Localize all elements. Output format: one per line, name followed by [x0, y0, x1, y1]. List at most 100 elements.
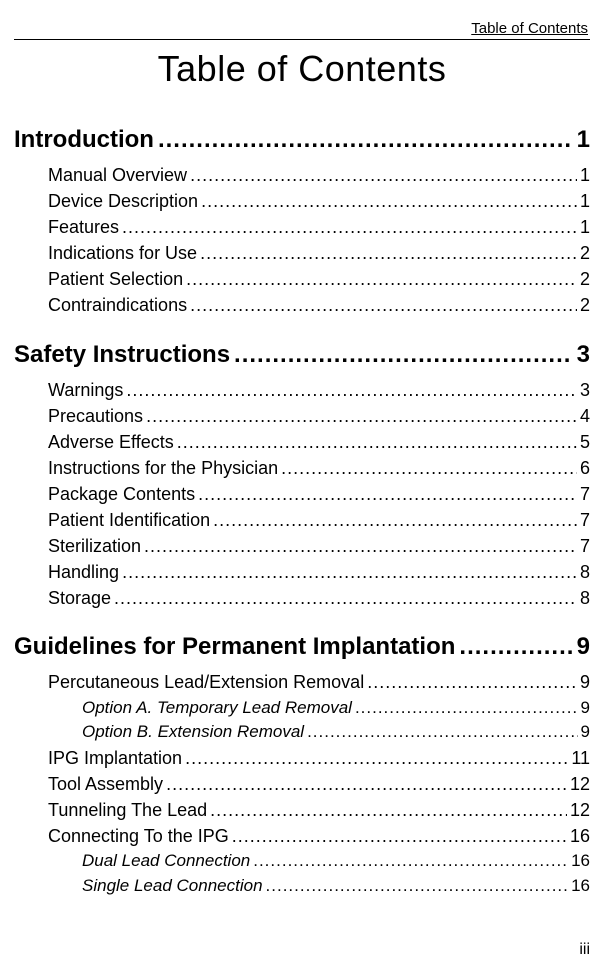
leader-dots [355, 696, 578, 721]
entry-label: Contraindications [48, 292, 187, 318]
entry-label: Option B. Extension Removal [82, 720, 304, 745]
page-number: iii [579, 941, 590, 959]
leader-dots [266, 874, 569, 899]
leader-dots [367, 669, 577, 695]
entry-label: Patient Selection [48, 266, 183, 292]
entry-page: 7 [580, 481, 590, 507]
leader-dots [190, 162, 577, 188]
entry-page: 2 [580, 292, 590, 318]
entry-label: Adverse Effects [48, 429, 174, 455]
leader-dots [253, 849, 568, 874]
leader-dots [232, 823, 567, 849]
entry-page: 3 [580, 377, 590, 403]
entry-page: 9 [580, 669, 590, 695]
entry-page: 16 [571, 874, 590, 899]
entry-page: 12 [570, 771, 590, 797]
entry-label: Device Description [48, 188, 198, 214]
section-label: Safety Instructions [14, 341, 230, 369]
toc-entry: Handling 8 [48, 559, 590, 585]
leader-dots [210, 797, 567, 823]
section-label: Introduction [14, 126, 154, 154]
leader-dots [198, 481, 577, 507]
entry-label: Percutaneous Lead/Extension Removal [48, 669, 364, 695]
entry-page: 7 [580, 533, 590, 559]
leader-dots [144, 533, 577, 559]
toc-entry: Instructions for the Physician 6 [48, 455, 590, 481]
entry-page: 2 [580, 266, 590, 292]
entry-label: Option A. Temporary Lead Removal [82, 696, 352, 721]
toc-entry: Indications for Use 2 [48, 240, 590, 266]
toc-entry: Precautions 4 [48, 403, 590, 429]
entry-label: Storage [48, 585, 111, 611]
toc-body: Introduction 1Manual Overview 1Device De… [14, 126, 590, 898]
entry-label: Indications for Use [48, 240, 197, 266]
entry-label: Handling [48, 559, 119, 585]
entry-page: 6 [580, 455, 590, 481]
leader-dots [122, 559, 577, 585]
toc-entry: Patient Identification 7 [48, 507, 590, 533]
entry-page: 4 [580, 403, 590, 429]
entry-label: Manual Overview [48, 162, 187, 188]
entry-label: Dual Lead Connection [82, 849, 250, 874]
running-header: Table of Contents [14, 20, 590, 37]
toc-subentry: Option A. Temporary Lead Removal 9 [82, 696, 590, 721]
section-page: 3 [577, 341, 590, 369]
entry-page: 8 [580, 559, 590, 585]
page-title: Table of Contents [14, 48, 590, 90]
toc-entry: Patient Selection 2 [48, 266, 590, 292]
toc-subentry: Option B. Extension Removal 9 [82, 720, 590, 745]
leader-dots [122, 214, 577, 240]
entry-page: 2 [580, 240, 590, 266]
leader-dots [126, 377, 577, 403]
toc-entry: Features 1 [48, 214, 590, 240]
toc-entry: Storage 8 [48, 585, 590, 611]
entry-page: 9 [581, 696, 590, 721]
entry-page: 1 [580, 188, 590, 214]
leader-dots [200, 240, 577, 266]
toc-entry: Device Description 1 [48, 188, 590, 214]
entry-page: 11 [571, 745, 590, 771]
entry-page: 1 [580, 214, 590, 240]
toc-entry: Connecting To the IPG 16 [48, 823, 590, 849]
entry-label: IPG Implantation [48, 745, 182, 771]
entry-page: 12 [570, 797, 590, 823]
leader-dots [213, 507, 577, 533]
entry-page: 7 [580, 507, 590, 533]
entry-label: Sterilization [48, 533, 141, 559]
entry-label: Precautions [48, 403, 143, 429]
leader-dots [185, 745, 568, 771]
section-heading: Introduction 1 [14, 126, 590, 154]
section-heading: Guidelines for Permanent Implantation 9 [14, 633, 590, 661]
leader-dots [146, 403, 577, 429]
leader-dots [459, 633, 572, 661]
toc-entry: Manual Overview 1 [48, 162, 590, 188]
leader-dots [281, 455, 577, 481]
toc-entry: Sterilization 7 [48, 533, 590, 559]
entry-page: 5 [580, 429, 590, 455]
leader-dots [201, 188, 577, 214]
entry-label: Warnings [48, 377, 123, 403]
leader-dots [158, 126, 573, 154]
leader-dots [234, 341, 573, 369]
toc-entry: Adverse Effects 5 [48, 429, 590, 455]
section-label: Guidelines for Permanent Implantation [14, 633, 455, 661]
toc-entry: Warnings 3 [48, 377, 590, 403]
section-heading: Safety Instructions 3 [14, 341, 590, 369]
entry-label: Single Lead Connection [82, 874, 263, 899]
toc-entry: Percutaneous Lead/Extension Removal 9 [48, 669, 590, 695]
toc-subentry: Single Lead Connection 16 [82, 874, 590, 899]
entry-label: Instructions for the Physician [48, 455, 278, 481]
leader-dots [166, 771, 567, 797]
toc-entry: Contraindications 2 [48, 292, 590, 318]
entry-label: Tool Assembly [48, 771, 163, 797]
entry-label: Patient Identification [48, 507, 210, 533]
toc-entry: IPG Implantation 11 [48, 745, 590, 771]
section-page: 1 [577, 126, 590, 154]
header-rule [14, 39, 590, 40]
leader-dots [307, 720, 577, 745]
entry-label: Features [48, 214, 119, 240]
toc-entry: Package Contents 7 [48, 481, 590, 507]
toc-entry: Tunneling The Lead 12 [48, 797, 590, 823]
leader-dots [186, 266, 577, 292]
toc-entry: Tool Assembly 12 [48, 771, 590, 797]
